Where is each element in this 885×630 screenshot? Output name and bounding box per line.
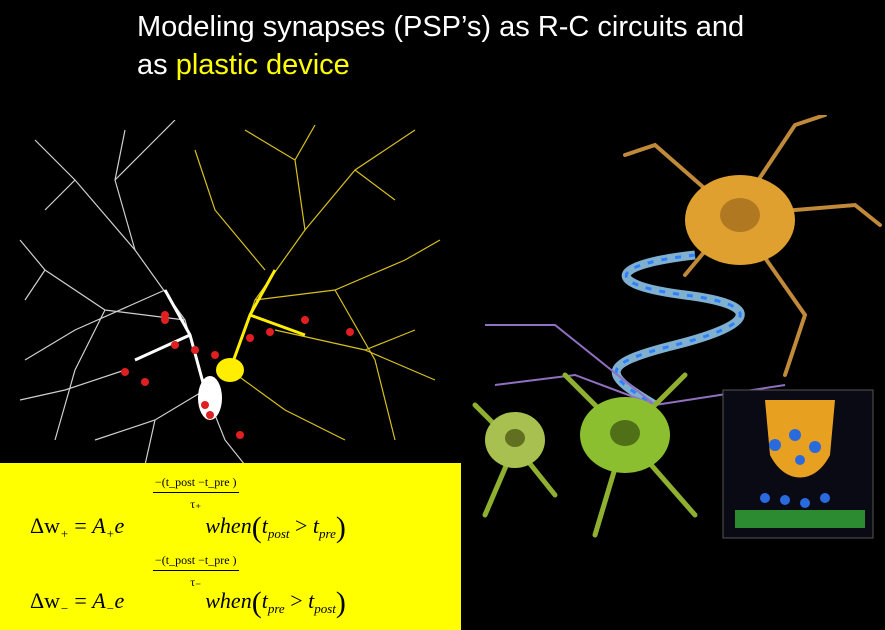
eq1-exponent-numerator: −(t_post −t_pre ) xyxy=(153,475,239,493)
eq2-when: when xyxy=(205,588,252,613)
title-line-1: Modeling synapses (PSP’s) as R-C circuit… xyxy=(137,11,745,43)
eq1-cond-left: t xyxy=(261,513,268,538)
title-highlight: plastic device xyxy=(175,49,350,81)
eq2-exponent: −(t_post −t_pre ) τ₋ xyxy=(153,553,239,590)
eq1-op: > xyxy=(295,513,308,538)
eq2-cond-right-sub: post xyxy=(314,601,336,616)
eq2-coef-sub: − xyxy=(105,601,115,616)
eq2-exponent-numerator: −(t_post −t_pre ) xyxy=(153,553,239,571)
eq1-coef-sub: + xyxy=(105,526,115,541)
title-line-2: as plastic device xyxy=(137,46,744,84)
equation-1: Δw+ = A+e when(tpost > tpre) xyxy=(30,511,346,544)
eq1-coef: A xyxy=(92,513,106,538)
eq2-lhs: Δw xyxy=(30,588,61,613)
slide-title: Modeling synapses (PSP’s) as R-C circuit… xyxy=(137,8,744,84)
eq2-cond-left-sub: pre xyxy=(267,601,285,616)
eq1-lhs-sub: + xyxy=(60,526,69,541)
eq2-op: > xyxy=(290,588,303,613)
equation-2: Δw− = A−e when(tpre > tpost) xyxy=(30,586,346,619)
title-line-2-prefix: as xyxy=(137,49,176,81)
eq1-cond-right-sub: pre xyxy=(319,526,336,541)
eq2-cond-left: t xyxy=(261,588,268,613)
eq1-exponent-denominator: τ₊ xyxy=(190,497,202,511)
eq1-exponent: −(t_post −t_pre ) τ₊ xyxy=(153,475,239,512)
eq2-coef: A xyxy=(92,588,106,613)
neuron-illustration-image xyxy=(472,115,882,539)
stdp-formula-box: −(t_post −t_pre ) τ₊ Δw+ = A+e when(tpos… xyxy=(0,463,461,630)
eq1-when: when xyxy=(205,513,252,538)
eq1-cond-left-sub: post xyxy=(267,526,290,541)
eq1-lhs: Δw xyxy=(30,513,61,538)
eq2-exponent-denominator: τ₋ xyxy=(190,575,202,589)
eq2-lhs-sub: − xyxy=(60,601,69,616)
eq2-cond-right: t xyxy=(308,588,315,613)
eq1-cond-right: t xyxy=(312,513,320,538)
dendritic-tree-image xyxy=(19,120,441,466)
